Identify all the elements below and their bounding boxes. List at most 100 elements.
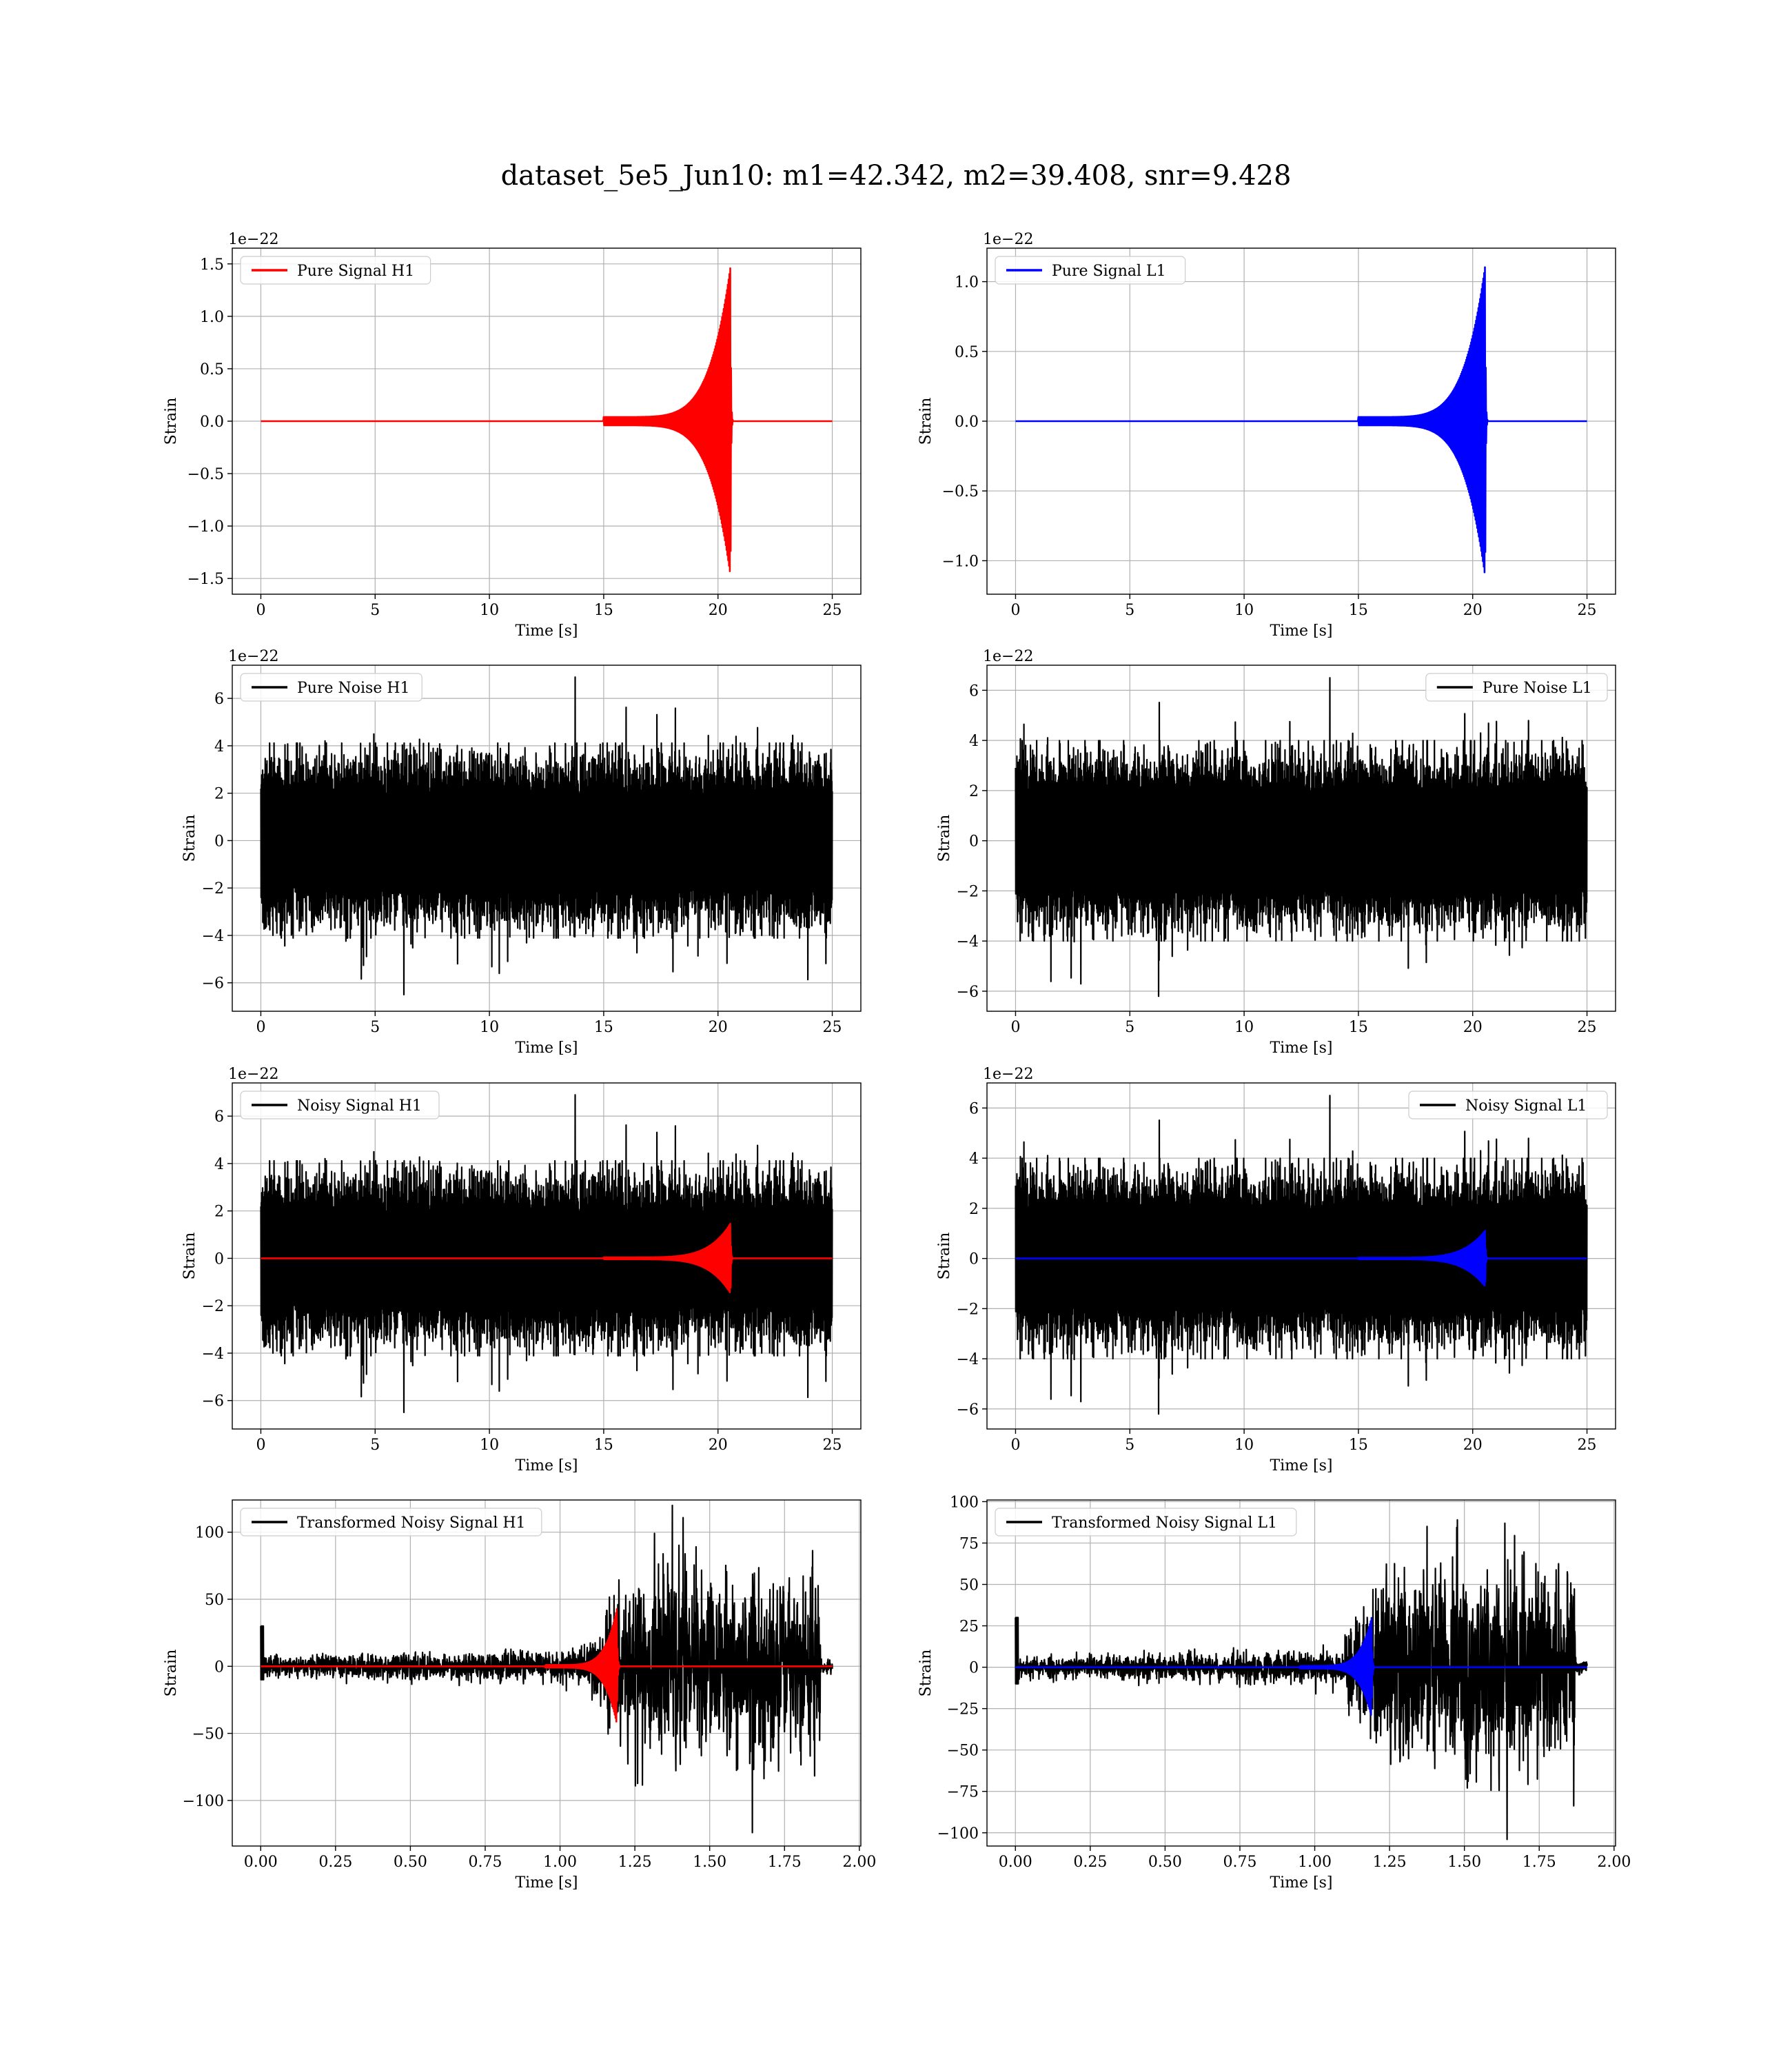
x-tick-label: 10 [1234, 1019, 1254, 1036]
x-tick-label: 10 [480, 1437, 499, 1454]
x-tick-label: 1.00 [543, 1854, 577, 1871]
y-tick-label: 4 [214, 738, 224, 756]
y-tick-label: 6 [214, 691, 224, 708]
y-tick-label: 0.0 [955, 414, 979, 431]
legend: Transformed Noisy Signal L1 [995, 1508, 1297, 1537]
series-line-2 [260, 1608, 833, 1723]
x-tick-label: 5 [370, 1019, 380, 1036]
x-tick-label: 0.50 [394, 1854, 427, 1871]
x-tick-label: 25 [1578, 602, 1597, 619]
y-tick-label: −4 [957, 1351, 979, 1368]
noisy-signal-l1-panel: 0 5 10 15 20 25 −6 −4 −2 0 2 4 6 Time [s] Strain 1e−22 N… [936, 1066, 1616, 1474]
x-tick-label: 2.00 [842, 1854, 876, 1871]
y-axis-label: Strain [917, 398, 935, 445]
x-tick-label: 20 [709, 602, 728, 619]
y-tick-label: 0 [214, 1250, 224, 1268]
x-tick-label: 0 [256, 1019, 265, 1036]
axes-frame [232, 1082, 862, 1430]
y-tick-label: 0.0 [200, 414, 224, 431]
axes-frame [986, 665, 1616, 1012]
x-tick-label: 10 [480, 1019, 499, 1036]
legend-entry: Pure Noise L1 [1483, 680, 1592, 697]
x-tick-label: 1.75 [1523, 1854, 1556, 1871]
x-tick-label: 15 [594, 1019, 613, 1036]
x-tick-label: 1.25 [1373, 1854, 1407, 1871]
x-tick-label: 5 [1125, 1019, 1134, 1036]
legend-box [240, 673, 422, 702]
x-tick-label: 20 [709, 1019, 728, 1036]
x-tick-label: 0.75 [468, 1854, 502, 1871]
legend: Pure Signal L1 [995, 256, 1186, 285]
legend-entry: Pure Signal H1 [297, 263, 414, 280]
y-tick-label: −100 [937, 1825, 979, 1843]
x-axis-label: Time [s] [1270, 622, 1332, 640]
transformed-noisy-signal-h1-panel: 0.00 0.25 0.50 0.75 1.00 1.25 1.50 1.75 2.00 −100… [163, 1499, 876, 1892]
y-tick-label: 6 [969, 1100, 979, 1117]
x-tick-label: 20 [1463, 1437, 1483, 1454]
y-tick-label: 0 [214, 833, 224, 850]
y-axis-label: Strain [936, 1233, 953, 1280]
offset-label: 1e−22 [983, 1066, 1033, 1083]
y-tick-label: 6 [969, 682, 979, 700]
y-tick-label: −1.0 [187, 518, 224, 536]
series-line-1 [1015, 266, 1588, 574]
x-tick-label: 1.00 [1298, 1854, 1332, 1871]
legend-box [995, 1508, 1297, 1537]
x-tick-label: 5 [370, 602, 380, 619]
y-tick-label: −2 [202, 880, 224, 898]
y-tick-label: −4 [957, 933, 979, 951]
x-tick-label: 25 [1578, 1019, 1597, 1036]
y-tick-label: 1.0 [200, 309, 224, 326]
pure-noise-l1-panel: 0 5 10 15 20 25 −6 −4 −2 0 2 4 6 Time [s] Strain 1e−22 P… [936, 648, 1616, 1057]
y-tick-label: 1.0 [955, 274, 979, 292]
x-tick-label: 10 [1234, 1437, 1254, 1454]
x-tick-label: 0.75 [1223, 1854, 1256, 1871]
x-tick-label: 5 [1125, 1437, 1134, 1454]
x-tick-label: 0.00 [244, 1854, 278, 1871]
y-axis-label: Strain [181, 1233, 198, 1280]
y-tick-label: −0.5 [942, 483, 979, 500]
x-tick-label: 1.50 [1447, 1854, 1481, 1871]
x-tick-label: 10 [1234, 602, 1254, 619]
legend-entry: Pure Noise H1 [297, 680, 410, 697]
series-line-2 [1015, 1616, 1588, 1716]
legend: Pure Signal H1 [240, 256, 431, 285]
y-tick-label: 0 [969, 1251, 979, 1268]
legend: Pure Noise H1 [240, 673, 422, 702]
x-tick-label: 1.75 [768, 1854, 802, 1871]
y-tick-label: −75 [947, 1784, 979, 1801]
x-tick-label: 20 [1463, 602, 1483, 619]
offset-label: 1e−22 [228, 231, 278, 248]
offset-label: 1e−22 [228, 648, 278, 665]
y-tick-label: −6 [202, 975, 224, 993]
x-tick-label: 0.25 [318, 1854, 352, 1871]
legend: Pure Noise L1 [1425, 673, 1608, 702]
offset-label: 1e−22 [983, 231, 1033, 248]
x-axis-label: Time [s] [1270, 1874, 1332, 1892]
pure-signal-h1-panel: 0 5 10 15 20 25 −1.5 −1.0 −0.5 0.0 0.5 1.0 1.5 Time [… [163, 231, 862, 640]
legend-box [995, 256, 1186, 285]
axes-frame [986, 1082, 1616, 1430]
series-line-1 [1015, 1095, 1588, 1415]
x-tick-label: 25 [823, 602, 842, 619]
axes-frame [232, 665, 862, 1012]
y-tick-label: −1.0 [942, 553, 979, 570]
x-axis-label: Time [s] [515, 1874, 578, 1892]
legend-box [1408, 1091, 1608, 1119]
x-axis-label: Time [s] [515, 622, 578, 640]
x-tick-label: 0.50 [1148, 1854, 1182, 1871]
y-tick-label: 100 [950, 1494, 979, 1511]
y-tick-label: 100 [195, 1525, 224, 1542]
x-tick-label: 15 [1349, 1437, 1368, 1454]
series-line-2 [260, 1223, 833, 1293]
x-axis-label: Time [s] [1270, 1457, 1332, 1474]
legend-box [240, 1508, 542, 1537]
series-line-1 [1015, 1519, 1588, 1841]
x-tick-label: 15 [594, 602, 613, 619]
y-tick-label: 4 [214, 1156, 224, 1173]
x-tick-label: 1.25 [618, 1854, 652, 1871]
x-tick-label: 0 [256, 1437, 265, 1454]
y-tick-label: −6 [957, 1401, 979, 1419]
x-tick-label: 2.00 [1597, 1854, 1631, 1871]
